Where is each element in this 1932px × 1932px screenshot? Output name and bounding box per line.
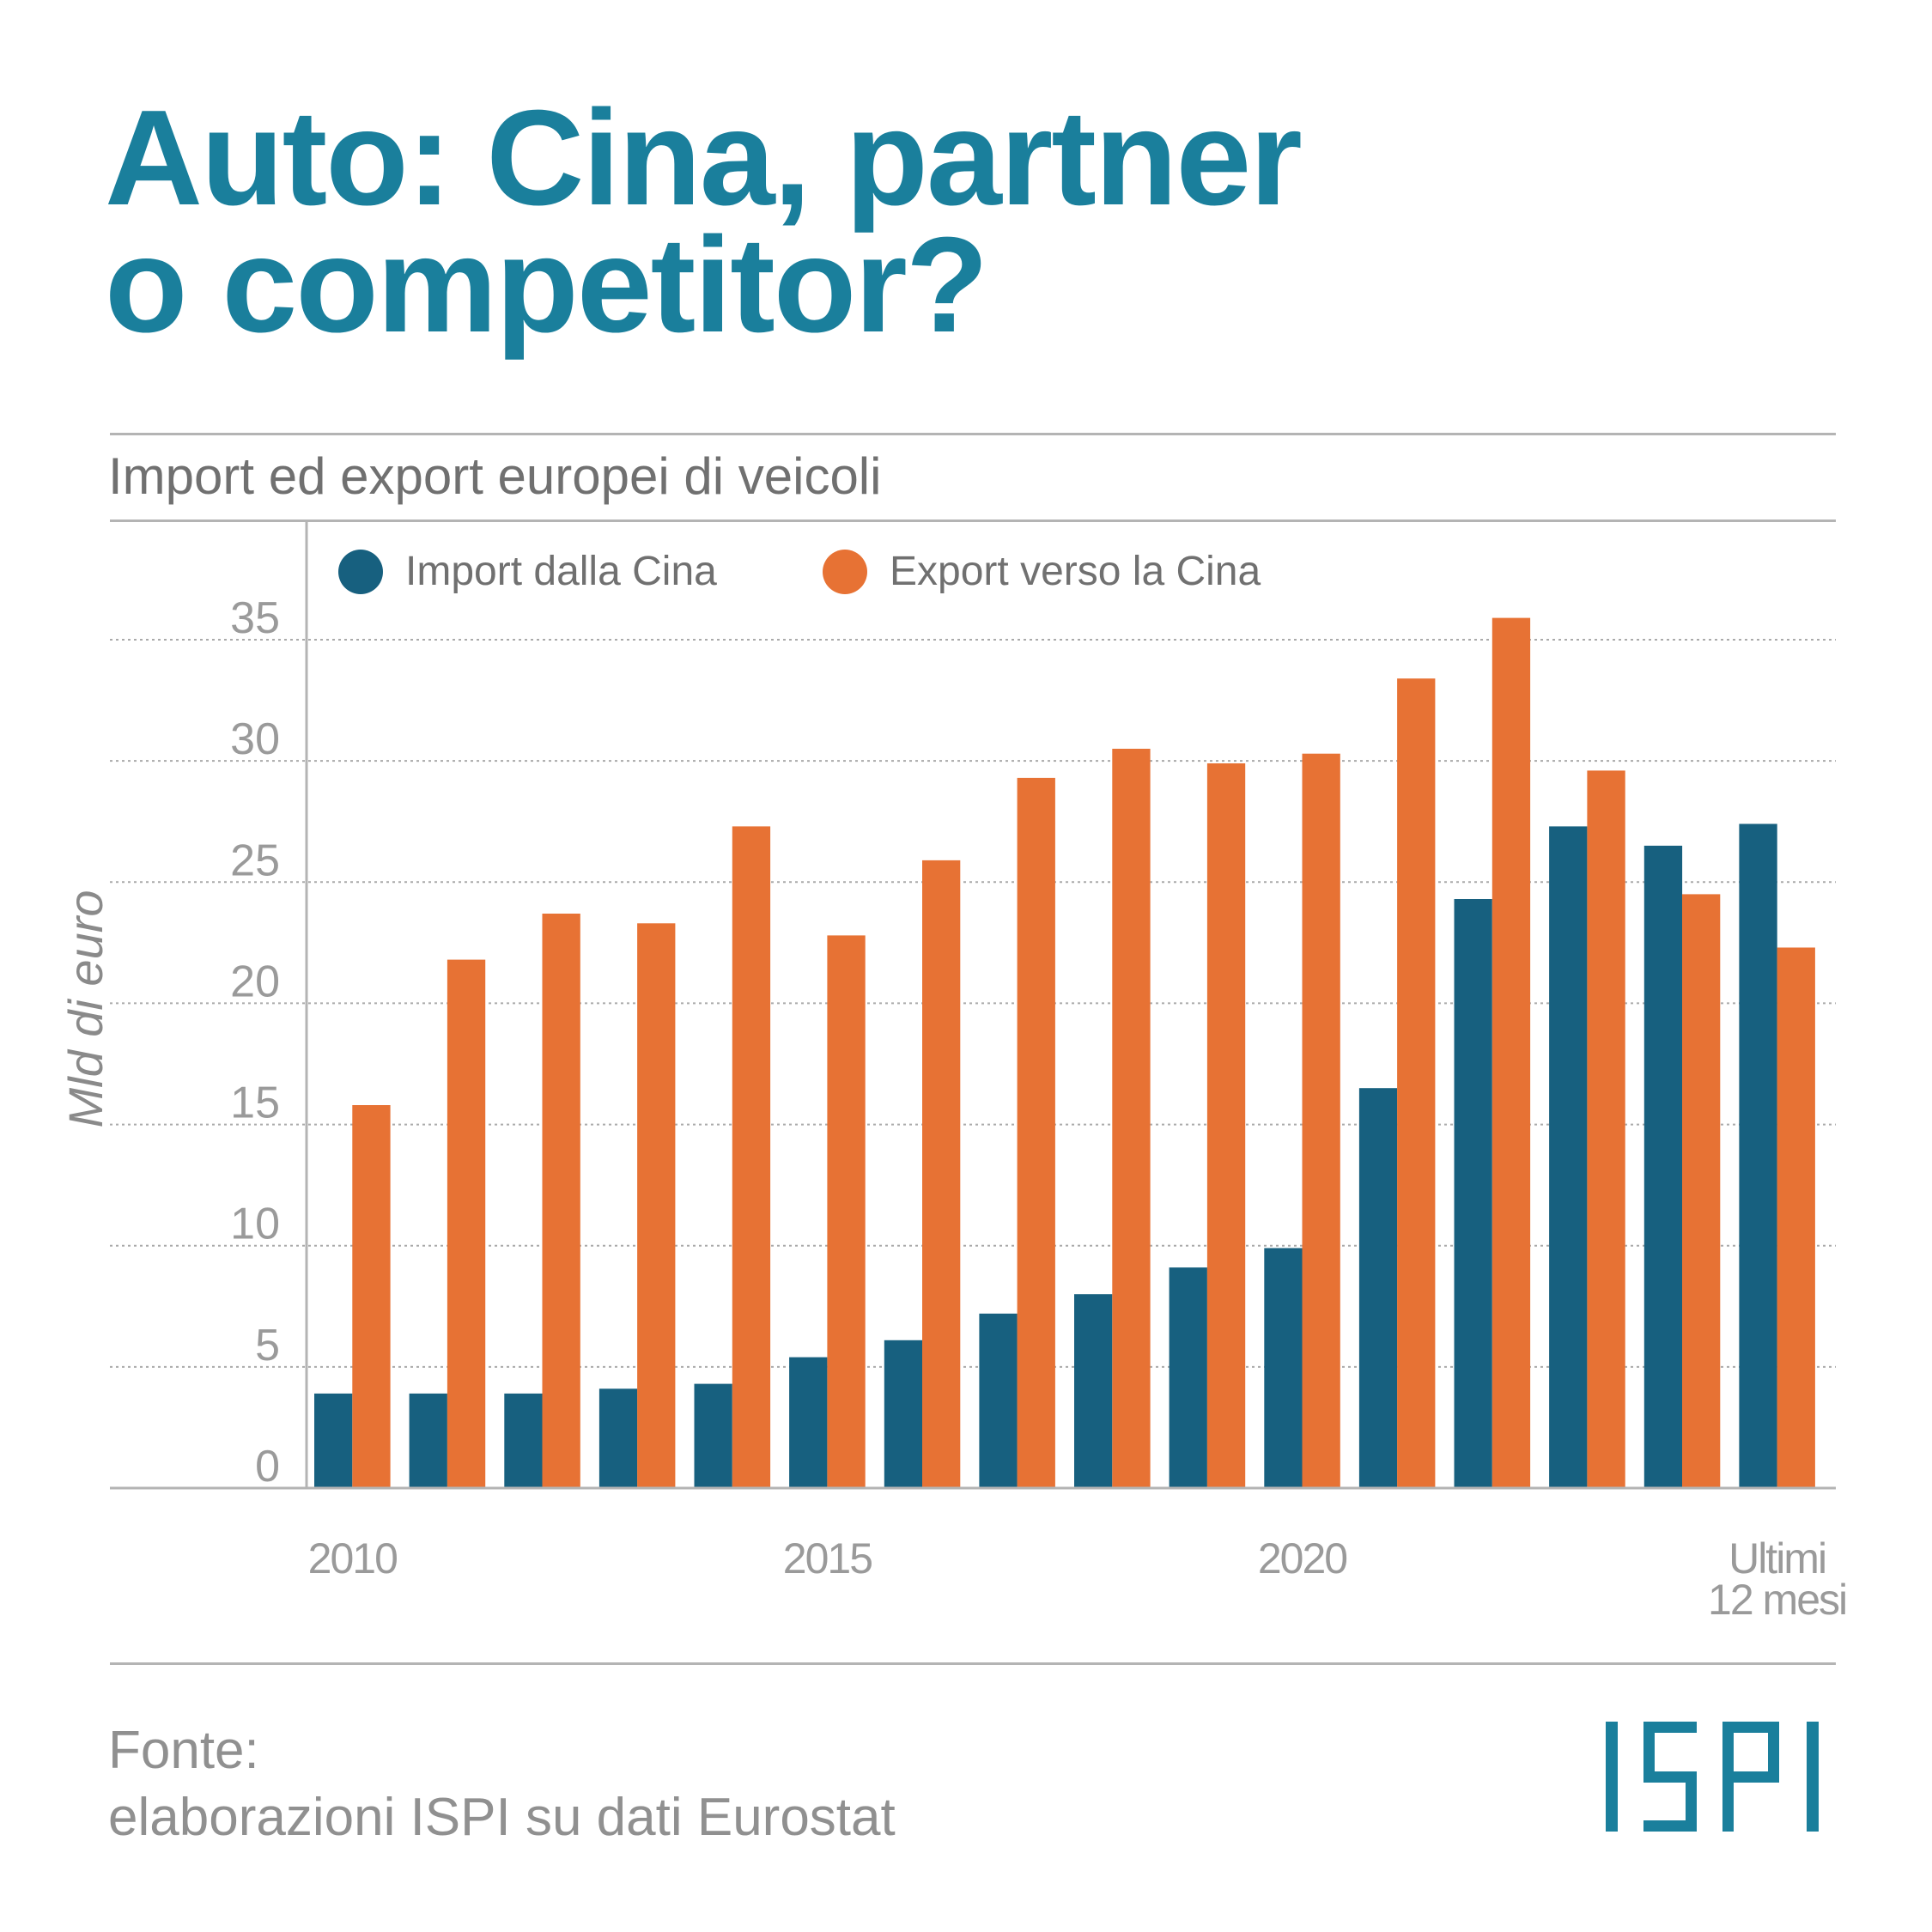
subtitle-divider (110, 519, 1836, 522)
x-tick-15-line-0: Ultimi (1728, 1534, 1826, 1583)
bar-export-2018 (1112, 749, 1151, 1488)
legend-export-swatch (823, 549, 867, 594)
bar-import-2023 (1549, 826, 1588, 1488)
chart-subtitle: Import ed export europei di veicoli (108, 447, 882, 505)
bar-import-2020 (1264, 1248, 1303, 1488)
y-tick-5: 5 (255, 1321, 280, 1370)
bar-import-2010 (314, 1393, 353, 1488)
source-line-2: elaborazioni ISPI su dati Eurostat (108, 1788, 896, 1847)
ispi-logo (1606, 1722, 1819, 1832)
bar-export-2022 (1492, 617, 1531, 1488)
x-tick-10-line-0: 2020 (1258, 1534, 1346, 1583)
bar-import-2012 (504, 1393, 543, 1488)
bar-export-2015 (827, 935, 866, 1488)
y-tick-0: 0 (255, 1442, 280, 1492)
bar-import-2016 (884, 1340, 923, 1488)
bar-export-2023 (1587, 770, 1625, 1488)
source-note: Fonte: elaborazioni ISPI su dati Eurosta… (108, 1717, 896, 1851)
bar-export-ultimi-12-mesi (1777, 947, 1815, 1488)
title-line-2: o competitor? (105, 210, 988, 361)
top-divider (110, 433, 1836, 435)
bar-import-2021 (1358, 1088, 1398, 1488)
bar-import-ultimi-12-mesi (1739, 823, 1777, 1488)
bar-export-2021 (1397, 678, 1436, 1488)
title-line-1: Auto: Cina, partner (105, 82, 1303, 234)
bar-import-2015 (789, 1357, 828, 1488)
source-line-1: Fonte: (108, 1721, 259, 1780)
y-tick-25: 25 (230, 835, 280, 885)
x-tick-15-line-1: 12 mesi (1708, 1576, 1846, 1624)
bar-export-2012 (542, 914, 580, 1488)
bar-export-2010 (352, 1105, 391, 1488)
legend-import-label: Import dalla Cina (405, 549, 717, 594)
bar-export-2013 (637, 923, 676, 1488)
bar-import-2014 (694, 1383, 732, 1488)
bar-export-2020 (1302, 753, 1340, 1488)
bar-import-2017 (979, 1313, 1018, 1488)
bar-export-2016 (922, 860, 961, 1488)
bar-export-2019 (1206, 763, 1246, 1488)
legend-import-swatch (338, 549, 383, 594)
bar-import-2024 (1643, 845, 1683, 1488)
legend-export: Export verso la Cina (823, 548, 1261, 595)
bar-import-2022 (1454, 899, 1492, 1488)
y-tick-15: 15 (230, 1078, 280, 1128)
x-tick-5-line-0: 2015 (783, 1534, 872, 1583)
bar-export-2017 (1017, 777, 1055, 1488)
bar-import-2019 (1169, 1267, 1207, 1488)
x-tick-0-line-0: 2010 (308, 1534, 397, 1583)
y-tick-30: 30 (230, 714, 280, 764)
bar-import-2018 (1074, 1294, 1113, 1488)
legend-export-label: Export verso la Cina (890, 549, 1261, 594)
bar-import-2013 (598, 1388, 638, 1488)
y-tick-20: 20 (230, 957, 280, 1006)
bar-export-2011 (447, 959, 486, 1488)
bar-import-2011 (409, 1393, 447, 1488)
page-title: Auto: Cina, partner o competitor? (105, 82, 1736, 361)
y-tick-35: 35 (230, 593, 280, 643)
legend-import: Import dalla Cina (338, 548, 717, 595)
bar-export-2024 (1682, 894, 1721, 1488)
bottom-divider (110, 1662, 1836, 1665)
y-tick-10: 10 (230, 1200, 280, 1249)
bar-export-2014 (732, 826, 771, 1488)
